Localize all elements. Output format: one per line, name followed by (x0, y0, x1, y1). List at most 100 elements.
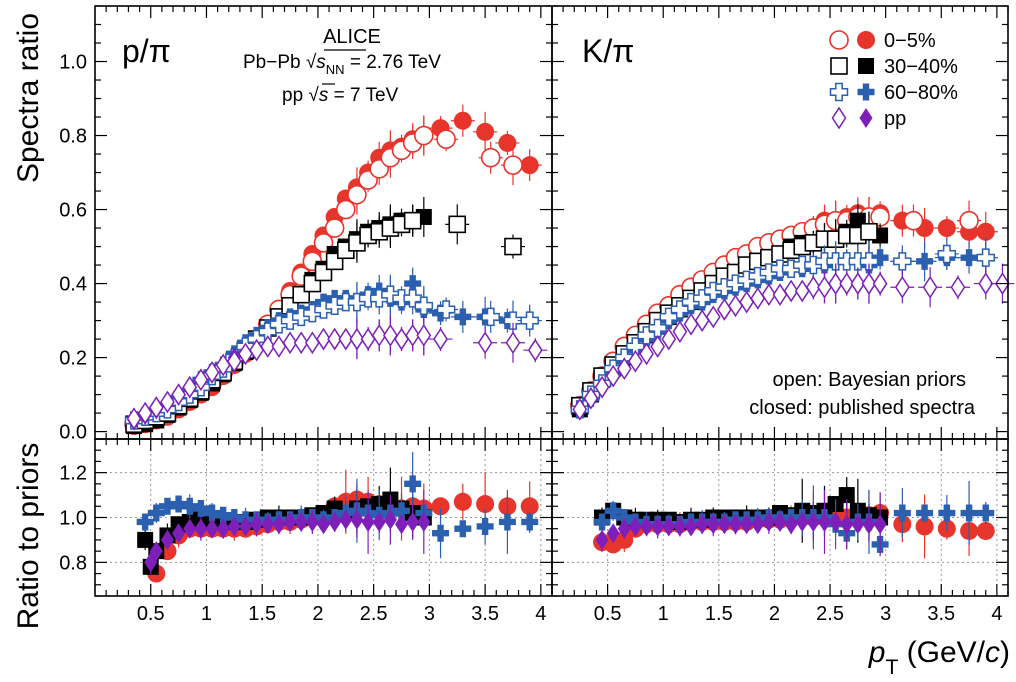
x-tick-label: 2.5 (360, 603, 388, 625)
pbpb-s: s (316, 52, 326, 73)
data-point (479, 333, 492, 353)
pp-energy-label: pp √s = 7 TeV (282, 85, 399, 106)
x-tick-label: 1 (658, 603, 669, 625)
x-axis-title: pT (GeV/c) (868, 636, 1010, 677)
legend-entry: pp (833, 108, 907, 130)
panel-label-left: p/π (122, 33, 171, 69)
data-point (521, 312, 538, 329)
data-point (818, 277, 831, 297)
data-point (896, 277, 909, 297)
data-point (960, 212, 978, 230)
x-tick-label: 1 (201, 603, 212, 625)
legend-label: 60−80% (884, 82, 958, 104)
panel-bottom-left (95, 439, 552, 596)
data-point (454, 520, 471, 537)
data-point (454, 112, 472, 130)
legend: 0−5% 30−40% 60−80% pp (830, 30, 958, 130)
data-point (395, 329, 408, 349)
y-axis-title-top: Spectra ratio (12, 13, 45, 183)
y-tick-label: 0.8 (59, 126, 87, 148)
legend-label: 0−5% (884, 30, 936, 52)
data-point (362, 329, 375, 349)
legend-marker-open (833, 108, 846, 128)
legend-label: pp (884, 108, 906, 130)
data-point (977, 522, 995, 540)
pbpb-prefix: Pb−Pb (243, 52, 306, 73)
data-point (740, 292, 753, 312)
series-pp-prior (128, 315, 548, 428)
y-tick-label: 0.4 (59, 274, 87, 296)
data-point (861, 224, 877, 240)
x-tick-label: 3 (880, 603, 891, 625)
data-point (774, 285, 787, 305)
pp-value: = 7 TeV (328, 85, 398, 106)
x-tick-label: 2 (769, 603, 780, 625)
data-point (476, 123, 494, 141)
data-point (696, 311, 709, 331)
data-point (499, 513, 516, 530)
legend-label: 30−40% (884, 56, 958, 78)
x-tick-label: 3 (424, 603, 435, 625)
legend-marker-closed (858, 58, 874, 74)
data-point (434, 329, 447, 349)
data-point (454, 493, 472, 511)
data-point (482, 149, 500, 167)
data-point (272, 336, 285, 356)
legend-entry: 0−5% (830, 30, 936, 52)
data-point (504, 156, 522, 174)
x-tick-label: 4 (991, 603, 1002, 625)
data-point (404, 475, 421, 492)
data-point (498, 134, 516, 152)
note-closed: closed: published spectra (749, 397, 976, 419)
x-tick-label: 1.5 (248, 603, 276, 625)
data-point (874, 274, 887, 294)
data-point (505, 239, 521, 255)
note-open: open: Bayesian priors (773, 369, 966, 391)
data-point (529, 340, 542, 360)
data-point (326, 219, 344, 237)
data-point (938, 505, 955, 522)
y-tick-label: 1.0 (59, 508, 87, 530)
data-point (961, 505, 978, 522)
data-point (454, 308, 471, 325)
data-point (796, 281, 809, 301)
pbpb-energy-label: Pb−Pb √sNN = 2.76 TeV (243, 52, 441, 77)
pbpb-value: = 2.76 TeV (345, 52, 442, 73)
pp-s: s (319, 85, 329, 106)
pp-sqrt-sign: √ (308, 85, 319, 106)
legend-marker-open (831, 84, 848, 101)
legend-entry: 60−80% (831, 82, 959, 104)
y-tick-label: 0.2 (59, 348, 87, 370)
legend-marker-closed (860, 108, 873, 128)
data-point (477, 518, 494, 535)
data-point (415, 127, 433, 145)
x-tick-label: 2 (312, 603, 323, 625)
data-point (521, 513, 538, 530)
x-axis-title-unit-pre: (GeV/ (898, 636, 985, 669)
x-tick-label: 0.5 (137, 603, 165, 625)
data-point (506, 333, 519, 353)
data-point (729, 296, 742, 316)
x-tick-label: 2.5 (816, 603, 844, 625)
x-tick-label: 3.5 (927, 603, 955, 625)
data-point (916, 505, 933, 522)
data-point (938, 219, 956, 237)
legend-marker-open (830, 31, 848, 49)
y-tick-label: 1.2 (59, 463, 87, 485)
x-tick-label: 1.5 (705, 603, 733, 625)
x-tick-label: 0.5 (594, 603, 622, 625)
pbpb-nn: NN (326, 62, 345, 77)
data-layer (95, 105, 1014, 596)
data-point (417, 325, 430, 345)
legend-marker-closed (858, 84, 875, 101)
y-tick-label: 1.0 (59, 52, 87, 74)
data-point (432, 525, 449, 542)
data-point (405, 213, 421, 229)
data-point (979, 274, 992, 294)
data-point (751, 288, 764, 308)
panel-label-right: K/π (582, 33, 634, 69)
y-axis-title-bottom: Ratio to priors (12, 443, 45, 630)
data-point (904, 212, 922, 230)
data-point (951, 277, 964, 297)
